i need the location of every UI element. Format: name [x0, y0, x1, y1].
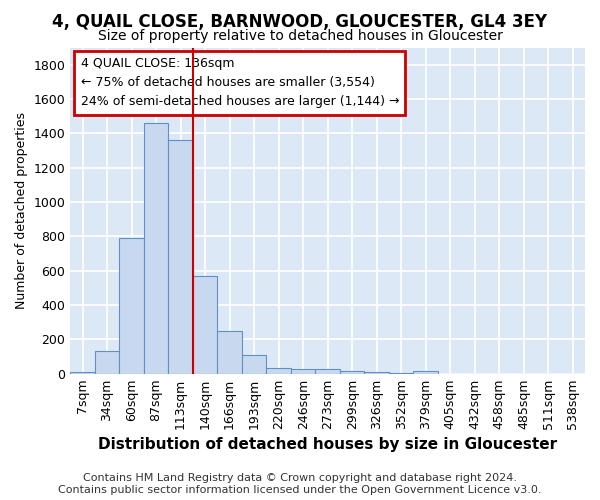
Bar	[413, 371, 438, 374]
Bar	[242, 355, 266, 374]
Bar	[266, 368, 291, 374]
Bar	[70, 372, 95, 374]
Bar	[119, 238, 144, 374]
Text: 4 QUAIL CLOSE: 136sqm
← 75% of detached houses are smaller (3,554)
24% of semi-d: 4 QUAIL CLOSE: 136sqm ← 75% of detached …	[80, 58, 399, 108]
Text: Size of property relative to detached houses in Gloucester: Size of property relative to detached ho…	[98, 29, 502, 43]
Bar	[193, 276, 217, 374]
Bar	[364, 372, 389, 374]
Bar	[169, 140, 193, 374]
Text: Contains HM Land Registry data © Crown copyright and database right 2024.
Contai: Contains HM Land Registry data © Crown c…	[58, 474, 542, 495]
Y-axis label: Number of detached properties: Number of detached properties	[15, 112, 28, 309]
Bar	[144, 123, 169, 374]
Bar	[95, 352, 119, 374]
Text: 4, QUAIL CLOSE, BARNWOOD, GLOUCESTER, GL4 3EY: 4, QUAIL CLOSE, BARNWOOD, GLOUCESTER, GL…	[52, 12, 548, 30]
Bar	[291, 368, 316, 374]
Bar	[316, 369, 340, 374]
X-axis label: Distribution of detached houses by size in Gloucester: Distribution of detached houses by size …	[98, 438, 557, 452]
Bar	[217, 331, 242, 374]
Bar	[340, 371, 364, 374]
